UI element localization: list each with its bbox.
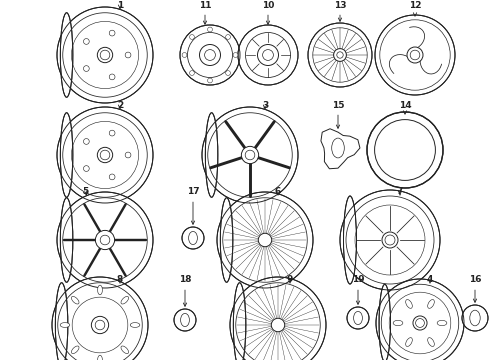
Circle shape bbox=[83, 66, 89, 71]
Circle shape bbox=[109, 30, 115, 36]
Text: 3: 3 bbox=[262, 100, 268, 109]
Ellipse shape bbox=[130, 323, 140, 327]
Ellipse shape bbox=[98, 285, 102, 295]
Circle shape bbox=[125, 152, 131, 158]
Text: 2: 2 bbox=[117, 100, 123, 109]
Circle shape bbox=[347, 307, 369, 329]
Circle shape bbox=[258, 233, 272, 247]
Circle shape bbox=[382, 232, 398, 248]
Ellipse shape bbox=[220, 198, 233, 282]
Circle shape bbox=[83, 166, 89, 171]
Circle shape bbox=[91, 316, 109, 334]
Text: 4: 4 bbox=[427, 275, 433, 284]
Text: 9: 9 bbox=[287, 275, 293, 284]
Circle shape bbox=[271, 318, 285, 332]
Circle shape bbox=[367, 112, 443, 188]
Circle shape bbox=[182, 53, 187, 57]
Circle shape bbox=[202, 107, 298, 203]
Circle shape bbox=[190, 71, 195, 76]
Ellipse shape bbox=[121, 296, 128, 304]
Circle shape bbox=[109, 174, 115, 180]
Circle shape bbox=[308, 23, 372, 87]
Text: 16: 16 bbox=[469, 275, 481, 302]
Circle shape bbox=[208, 27, 212, 32]
Text: 12: 12 bbox=[409, 0, 421, 16]
Circle shape bbox=[109, 130, 115, 136]
Ellipse shape bbox=[343, 196, 357, 284]
Circle shape bbox=[57, 7, 153, 103]
Text: 17: 17 bbox=[187, 188, 199, 224]
Text: 6: 6 bbox=[275, 188, 281, 197]
Text: 11: 11 bbox=[199, 0, 211, 24]
Circle shape bbox=[375, 15, 455, 95]
Circle shape bbox=[238, 25, 298, 85]
Ellipse shape bbox=[60, 323, 70, 327]
Circle shape bbox=[225, 35, 230, 39]
Ellipse shape bbox=[379, 284, 391, 360]
Ellipse shape bbox=[72, 296, 79, 304]
Circle shape bbox=[125, 52, 131, 58]
Circle shape bbox=[98, 47, 113, 63]
Circle shape bbox=[340, 190, 440, 290]
Circle shape bbox=[242, 147, 259, 164]
Text: 13: 13 bbox=[334, 0, 346, 21]
Circle shape bbox=[413, 316, 427, 330]
Ellipse shape bbox=[60, 13, 73, 97]
Polygon shape bbox=[321, 129, 360, 169]
Text: 5: 5 bbox=[82, 188, 88, 197]
Circle shape bbox=[83, 39, 89, 44]
Ellipse shape bbox=[205, 113, 218, 197]
Circle shape bbox=[109, 74, 115, 80]
Circle shape bbox=[225, 71, 230, 76]
Circle shape bbox=[407, 47, 423, 63]
Circle shape bbox=[208, 78, 212, 83]
Circle shape bbox=[57, 107, 153, 203]
Circle shape bbox=[52, 277, 148, 360]
Circle shape bbox=[98, 147, 113, 163]
Text: 15: 15 bbox=[332, 100, 344, 128]
Ellipse shape bbox=[72, 346, 79, 354]
Circle shape bbox=[230, 277, 326, 360]
Ellipse shape bbox=[233, 283, 246, 360]
Text: 1: 1 bbox=[117, 0, 123, 9]
Ellipse shape bbox=[55, 283, 68, 360]
Circle shape bbox=[180, 25, 240, 85]
Ellipse shape bbox=[60, 113, 73, 197]
Circle shape bbox=[174, 309, 196, 331]
Circle shape bbox=[182, 227, 204, 249]
Circle shape bbox=[462, 305, 488, 331]
Circle shape bbox=[96, 230, 115, 249]
Ellipse shape bbox=[121, 346, 128, 354]
Ellipse shape bbox=[60, 198, 73, 282]
Text: 10: 10 bbox=[262, 0, 274, 24]
Circle shape bbox=[233, 53, 238, 57]
Circle shape bbox=[190, 35, 195, 39]
Circle shape bbox=[376, 279, 464, 360]
Text: 18: 18 bbox=[179, 275, 191, 306]
Circle shape bbox=[83, 139, 89, 144]
Text: 7: 7 bbox=[397, 188, 403, 197]
Circle shape bbox=[57, 192, 153, 288]
Text: 19: 19 bbox=[352, 275, 364, 304]
Ellipse shape bbox=[98, 355, 102, 360]
Circle shape bbox=[217, 192, 313, 288]
Text: 14: 14 bbox=[399, 100, 411, 114]
Text: 8: 8 bbox=[117, 275, 123, 284]
